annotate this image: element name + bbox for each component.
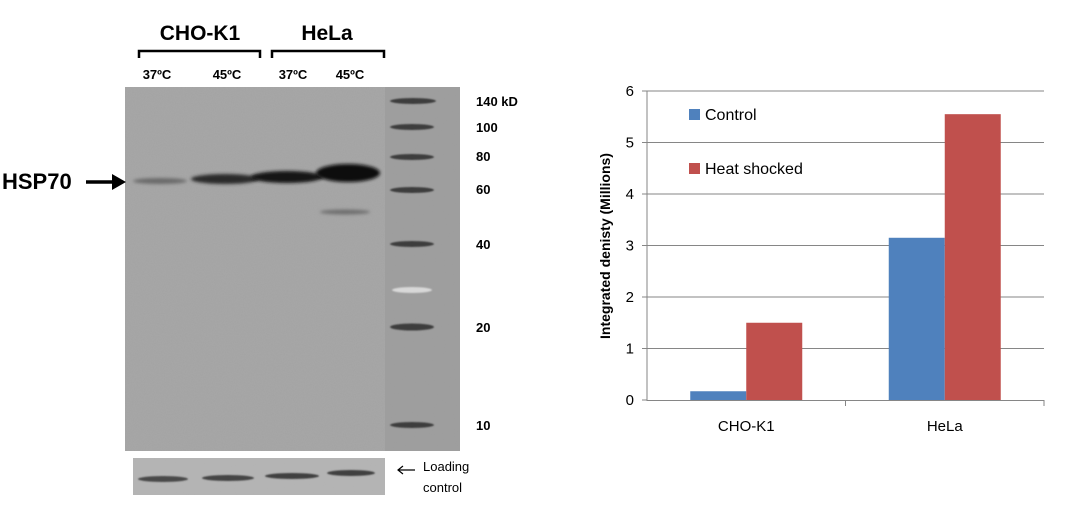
- y-tick-label: 4: [626, 186, 634, 203]
- lane-label-2: 45ºC: [213, 67, 242, 82]
- band-hela-45-faint: [320, 209, 370, 215]
- loading-control-strip: [133, 458, 385, 495]
- x-axis-labels: CHO-K1 HeLa: [718, 400, 1045, 435]
- marker-ladder: [390, 98, 436, 428]
- bracket-cho-k1: [137, 49, 262, 58]
- y-tick-label: 3: [626, 238, 634, 255]
- marker-label-60: 60: [476, 182, 490, 197]
- bracket-hela: [270, 49, 386, 58]
- marker-label-20: 20: [476, 320, 490, 335]
- legend: Control Heat shocked: [689, 107, 803, 178]
- lane-label-1: 37ºC: [143, 67, 172, 82]
- band-hela-37: [251, 171, 323, 183]
- band-hela-45: [316, 164, 380, 182]
- y-tick-label: 5: [626, 135, 634, 152]
- y-tick-label: 1: [626, 341, 634, 358]
- marker-label-10: 10: [476, 418, 490, 433]
- y-tick-label: 6: [626, 83, 634, 100]
- marker-label-100: 100: [476, 120, 498, 135]
- loading-control-label-line2: control: [423, 480, 462, 495]
- loading-control-arrow: [397, 465, 415, 475]
- legend-label: Control: [705, 107, 757, 124]
- legend-swatch: [689, 163, 700, 174]
- y-axis-label: Integrated denisty (Millions): [597, 153, 613, 339]
- lane-label-4: 45ºC: [336, 67, 365, 82]
- marker-label-40: 40: [476, 237, 490, 252]
- x-tick-label: CHO-K1: [718, 418, 775, 435]
- hsp70-arrow: [86, 174, 126, 190]
- bar-chart: 0 1 2 3 4 5 6 CHO-K1 HeLa Control Heat shocked I…: [597, 83, 1045, 435]
- bar-heat-shocked-hela: [944, 114, 1001, 401]
- bar-control-hela: [888, 237, 945, 400]
- bar-heat-shocked-cho-k1: [746, 322, 803, 400]
- cell-line-label-hela: HeLa: [301, 22, 353, 45]
- legend-swatch: [689, 109, 700, 120]
- western-blot-panel: CHO-K1 HeLa 37ºC 45ºC 37ºC 45ºC: [2, 22, 518, 495]
- bars: [690, 114, 1001, 401]
- lane-label-3: 37ºC: [279, 67, 308, 82]
- blot-gel: [125, 87, 460, 451]
- y-tick-label: 2: [626, 289, 634, 306]
- marker-label-80: 80: [476, 149, 490, 164]
- y-tick-label: 0: [626, 392, 634, 409]
- protein-label: HSP70: [2, 169, 72, 194]
- loading-control-label-line1: Loading: [423, 459, 469, 474]
- marker-label-140: 140 kD: [476, 94, 518, 109]
- band-cho-45: [191, 174, 259, 184]
- bar-control-cho-k1: [690, 391, 747, 400]
- cell-line-label-cho-k1: CHO-K1: [160, 22, 241, 45]
- band-cho-37: [133, 178, 187, 184]
- legend-label: Heat shocked: [705, 161, 803, 178]
- y-axis-ticks: 0 1 2 3 4 5 6: [626, 83, 647, 409]
- x-tick-label: HeLa: [927, 418, 964, 435]
